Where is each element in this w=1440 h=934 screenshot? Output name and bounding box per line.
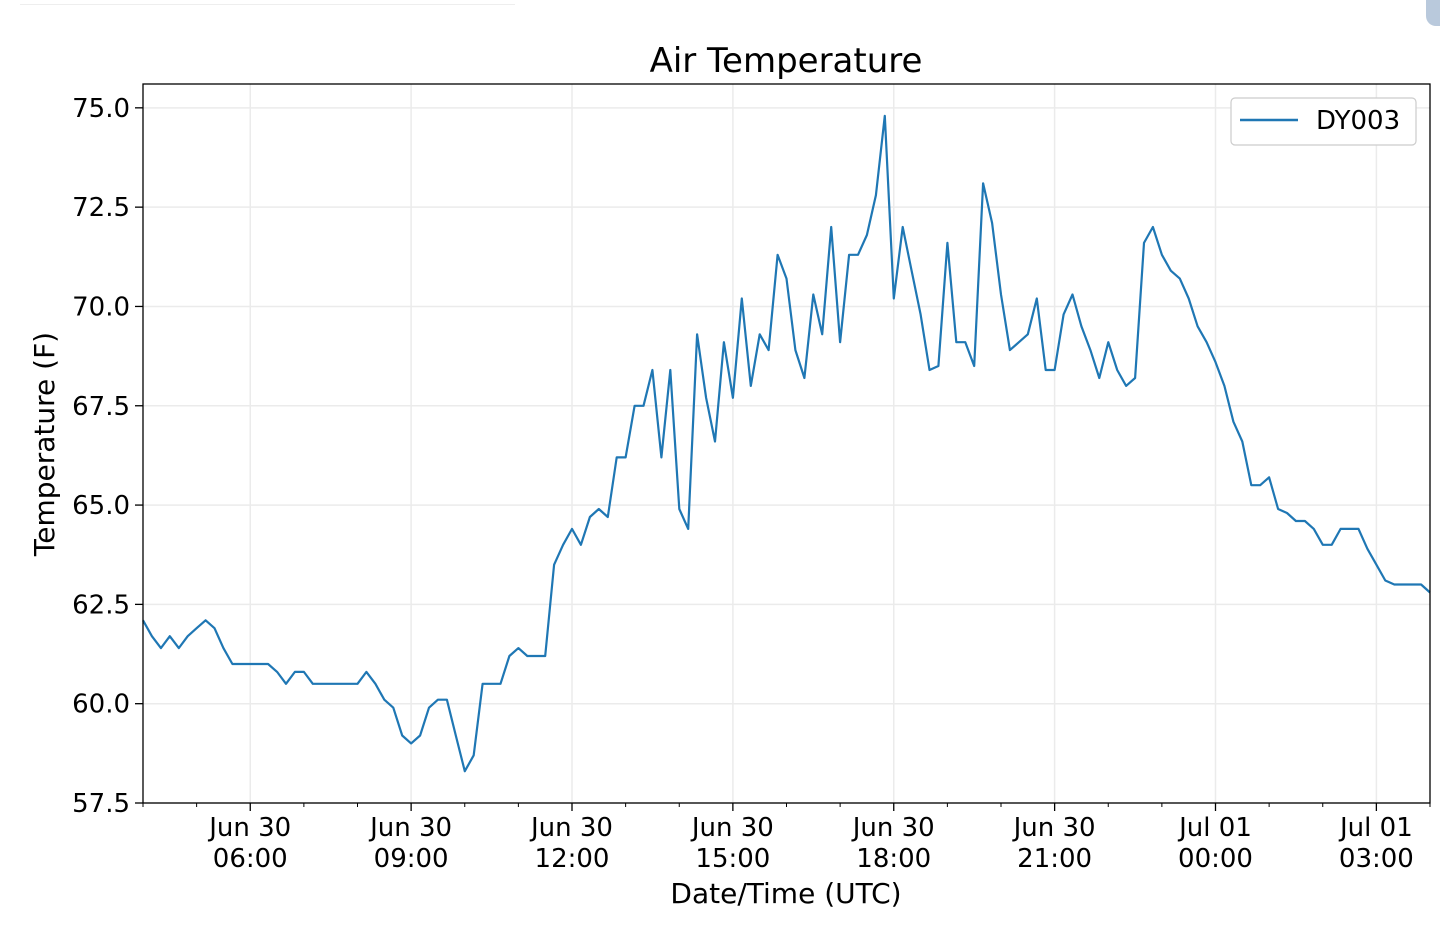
corner-widget bbox=[1426, 0, 1440, 26]
y-tick-label: 60.0 bbox=[72, 690, 130, 720]
y-tick-label: 65.0 bbox=[72, 491, 130, 521]
legend-box bbox=[1230, 97, 1417, 146]
x-tick-label-date: Jun 30 bbox=[207, 813, 291, 843]
legend-label-dy003: DY003 bbox=[1316, 106, 1400, 136]
y-tick-label: 57.5 bbox=[72, 789, 130, 819]
series-layer bbox=[142, 114, 1431, 773]
grid bbox=[143, 84, 1430, 804]
x-tick-label-date: Jun 30 bbox=[368, 813, 452, 843]
x-tick-label-time: 21:00 bbox=[1017, 844, 1092, 874]
x-tick-label-date: Jun 30 bbox=[1012, 813, 1096, 843]
y-axis-label: Temperature (F) bbox=[28, 332, 61, 557]
x-axis-label: Date/Time (UTC) bbox=[670, 877, 901, 910]
y-tick-label: 67.5 bbox=[72, 392, 130, 422]
top-divider bbox=[20, 4, 515, 5]
x-tick-label-time: 15:00 bbox=[695, 844, 770, 874]
y-tick-label: 72.5 bbox=[72, 193, 130, 223]
x-tick-label-date: Jun 30 bbox=[529, 813, 613, 843]
x-tick-label-time: 03:00 bbox=[1339, 844, 1414, 874]
x-tick-label-date: Jul 01 bbox=[1177, 813, 1252, 843]
x-tick-label-date: Jul 01 bbox=[1338, 813, 1413, 843]
legend: DY003 bbox=[1230, 97, 1417, 146]
chart-title: Air Temperature bbox=[650, 41, 923, 81]
series-line-dy003 bbox=[142, 114, 1431, 773]
x-tick-label-date: Jun 30 bbox=[851, 813, 935, 843]
x-tick-label-date: Jun 30 bbox=[690, 813, 774, 843]
x-tick-label-time: 06:00 bbox=[213, 844, 288, 874]
y-tick-label: 70.0 bbox=[72, 292, 130, 322]
x-tick-label-time: 12:00 bbox=[535, 844, 610, 874]
x-tick-label-time: 00:00 bbox=[1178, 844, 1253, 874]
y-tick-label: 75.0 bbox=[72, 94, 130, 124]
plot-frame bbox=[142, 83, 1431, 804]
x-tick-label-time: 18:00 bbox=[856, 844, 931, 874]
x-tick-label-time: 09:00 bbox=[374, 844, 449, 874]
y-tick-label: 62.5 bbox=[72, 590, 130, 620]
